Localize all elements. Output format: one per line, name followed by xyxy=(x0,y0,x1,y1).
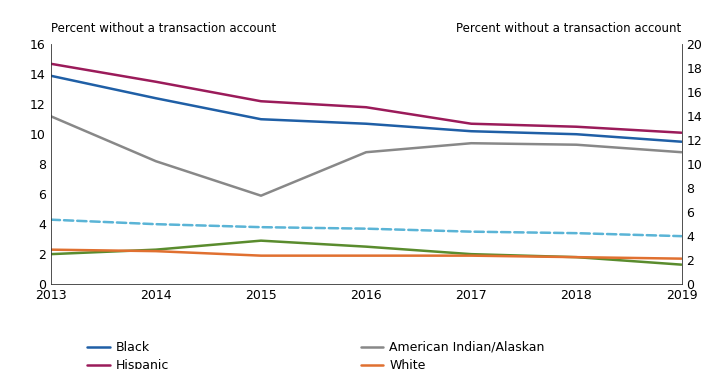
Hispanic xyxy=(362,105,370,110)
Black xyxy=(152,96,160,100)
All xyxy=(152,222,160,226)
American Indian/Alaskan xyxy=(572,142,581,147)
Asian/Hawaiian/Pacific Islander xyxy=(152,248,160,252)
Hispanic xyxy=(467,121,476,126)
White xyxy=(467,254,476,258)
Asian/Hawaiian/Pacific Islander xyxy=(362,244,370,249)
American Indian/Alaskan xyxy=(152,159,160,163)
Black xyxy=(677,139,686,144)
Hispanic xyxy=(46,62,55,66)
Text: Percent without a transaction account: Percent without a transaction account xyxy=(51,22,276,35)
Black xyxy=(467,129,476,134)
Hispanic xyxy=(152,80,160,84)
White xyxy=(677,256,686,261)
Asian/Hawaiian/Pacific Islander xyxy=(46,252,55,256)
White xyxy=(572,255,581,259)
Line: All: All xyxy=(51,220,681,236)
American Indian/Alaskan xyxy=(46,114,55,118)
Asian/Hawaiian/Pacific Islander xyxy=(467,252,476,256)
Line: Asian/Hawaiian/Pacific Islander: Asian/Hawaiian/Pacific Islander xyxy=(51,241,681,265)
All xyxy=(362,227,370,231)
Legend: Black, Hispanic, Asian/Hawaiian/Pacific Islander, American Indian/Alaskan, White: Black, Hispanic, Asian/Hawaiian/Pacific … xyxy=(82,336,550,369)
All xyxy=(677,234,686,238)
American Indian/Alaskan xyxy=(257,193,265,198)
All xyxy=(46,217,55,222)
Line: Hispanic: Hispanic xyxy=(51,64,681,133)
Hispanic xyxy=(677,131,686,135)
Asian/Hawaiian/Pacific Islander xyxy=(257,238,265,243)
American Indian/Alaskan xyxy=(362,150,370,154)
Asian/Hawaiian/Pacific Islander xyxy=(677,262,686,267)
American Indian/Alaskan xyxy=(677,150,686,154)
Hispanic xyxy=(257,99,265,103)
All xyxy=(572,231,581,235)
Line: White: White xyxy=(51,250,681,259)
Line: American Indian/Alaskan: American Indian/Alaskan xyxy=(51,116,681,196)
Text: Percent without a transaction account: Percent without a transaction account xyxy=(456,22,682,35)
White xyxy=(152,249,160,254)
Black xyxy=(572,132,581,137)
American Indian/Alaskan xyxy=(467,141,476,145)
White xyxy=(362,254,370,258)
All xyxy=(467,230,476,234)
Asian/Hawaiian/Pacific Islander xyxy=(572,255,581,259)
Black xyxy=(257,117,265,121)
All xyxy=(257,225,265,230)
Black xyxy=(362,121,370,126)
White xyxy=(46,248,55,252)
White xyxy=(257,254,265,258)
Hispanic xyxy=(572,124,581,129)
Line: Black: Black xyxy=(51,76,681,142)
Black xyxy=(46,73,55,78)
